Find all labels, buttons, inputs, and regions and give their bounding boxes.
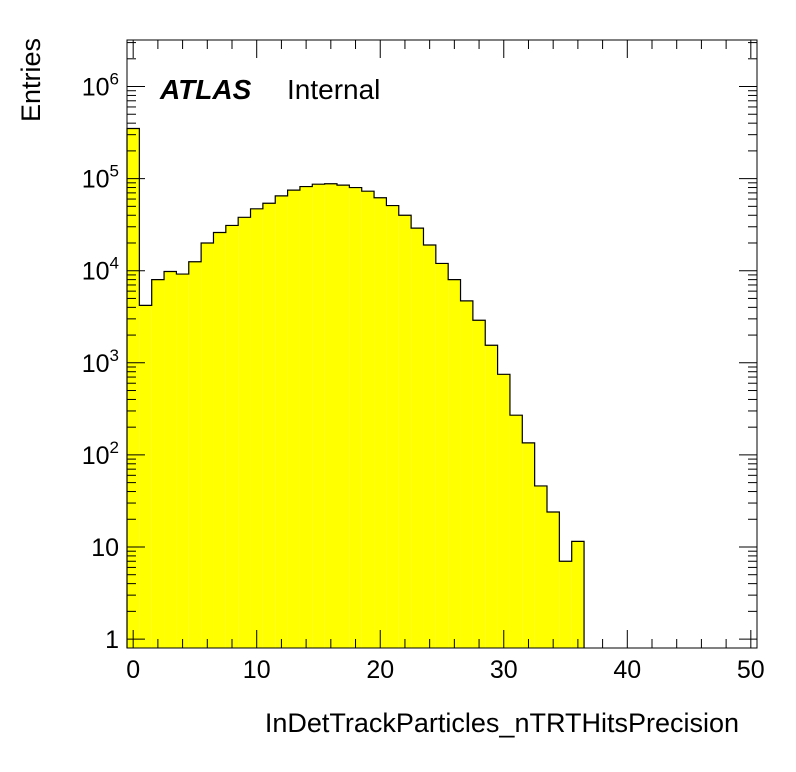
histogram-bar — [361, 191, 375, 649]
y-tick-label: 102 — [82, 438, 119, 470]
histogram-bar — [460, 300, 473, 648]
histogram-bar — [423, 245, 436, 648]
y-tick-label: 103 — [82, 346, 119, 378]
histogram-bars — [126, 127, 585, 649]
y-axis-title: Entries — [16, 38, 46, 122]
x-tick-label: 40 — [613, 656, 641, 684]
atlas-label: ATLAS — [159, 74, 252, 105]
histogram-bar — [225, 225, 239, 649]
histogram-bar — [472, 320, 486, 648]
histogram-bar — [374, 197, 387, 649]
histogram-bar — [497, 374, 510, 648]
histogram-bar — [139, 305, 152, 648]
axis-ticks — [127, 40, 757, 648]
histogram-bar — [151, 279, 165, 648]
histogram-bar — [312, 184, 325, 648]
y-tick-label: 106 — [82, 70, 119, 102]
histogram-bar — [435, 263, 449, 648]
histogram-outline — [126, 127, 585, 648]
histogram-bar — [398, 215, 412, 648]
x-tick-label: 10 — [243, 656, 271, 684]
histogram-bar — [176, 274, 189, 648]
histogram-bar — [411, 228, 424, 648]
histogram-bar — [522, 442, 535, 648]
y-tick-label: 10 — [91, 534, 119, 562]
histogram-bar — [127, 128, 140, 648]
internal-label: Internal — [287, 74, 380, 105]
histogram-bar — [559, 561, 572, 648]
histogram-bar — [164, 271, 177, 648]
histogram-bar — [547, 511, 560, 648]
x-tick-label: 30 — [490, 656, 518, 684]
histogram-bar — [188, 261, 202, 648]
histogram-bar — [386, 205, 399, 648]
x-tick-label: 50 — [737, 656, 765, 684]
histogram-bar — [571, 541, 585, 648]
tick-labels: 0 10 20 30 40 50 1 10 102 103 104 105 106 — [82, 70, 765, 684]
histogram-bar — [509, 415, 523, 648]
histogram-bar — [337, 185, 350, 648]
histogram-bar — [534, 485, 547, 648]
histogram-bar — [201, 242, 214, 648]
x-tick-label: 20 — [366, 656, 394, 684]
histogram-bar — [349, 187, 362, 648]
histogram-bar — [287, 190, 300, 648]
histogram-bar — [448, 279, 461, 648]
histogram-bar — [250, 208, 263, 648]
histogram-bar — [299, 186, 313, 649]
histogram-bar — [238, 217, 251, 648]
y-tick-label: 105 — [82, 162, 119, 194]
histogram-bar — [324, 183, 337, 648]
histogram-bar — [275, 195, 288, 648]
histogram-bar — [213, 232, 226, 648]
y-tick-label: 1 — [105, 626, 119, 654]
plot-frame — [126, 39, 758, 649]
x-tick-label: 0 — [126, 656, 140, 684]
x-axis-title: InDetTrackParticles_nTRTHitsPrecision — [265, 708, 739, 738]
histogram-bar — [485, 345, 498, 648]
y-tick-label: 104 — [82, 254, 119, 286]
histogram-bar — [262, 203, 276, 648]
